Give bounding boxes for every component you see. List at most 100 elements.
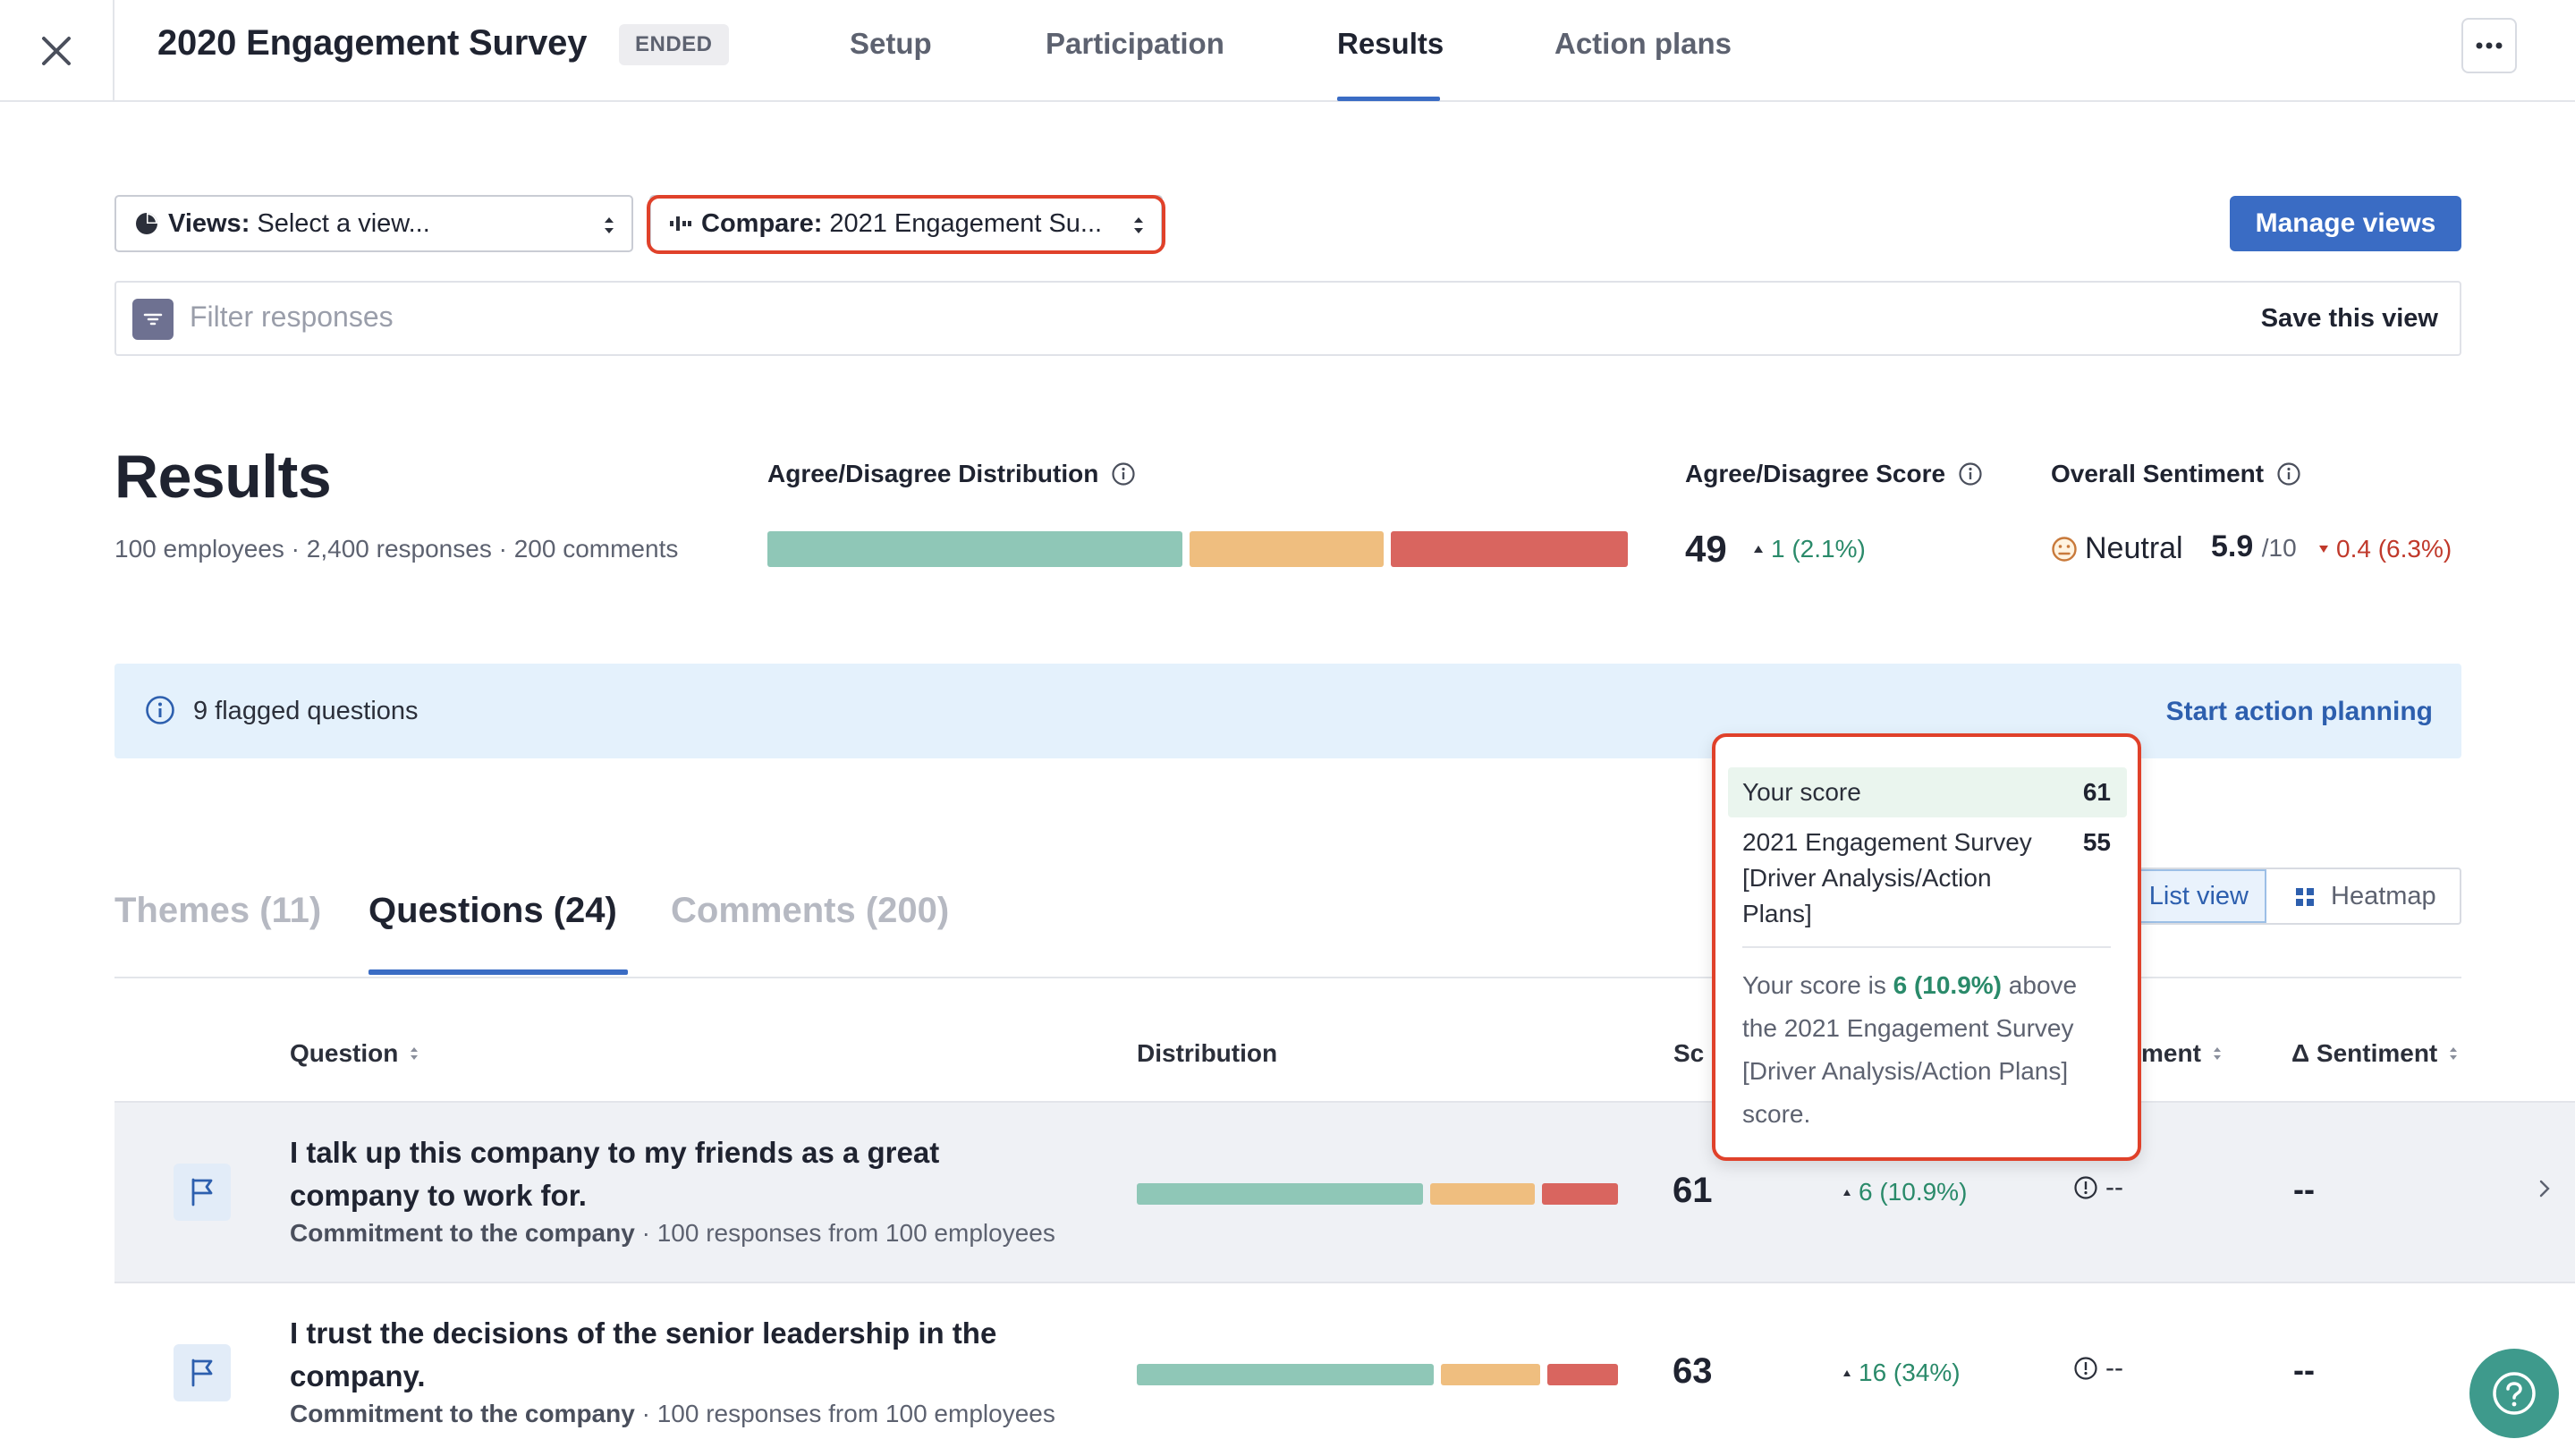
- tooltip-compare-label: 2021 Engagement Survey [Driver Analysis/…: [1742, 828, 2032, 927]
- subtab-questions[interactable]: Questions (24): [368, 891, 617, 930]
- save-view-button[interactable]: Save this view: [2260, 304, 2438, 333]
- filter-icon[interactable]: [132, 299, 174, 340]
- compare-value: 2021 Engagement Su...: [829, 208, 1103, 238]
- tooltip-desc-suffix: above the 2021 Engagement Survey [Driver…: [1742, 971, 2078, 1128]
- question-meta: Commitment to the company · 100 response…: [290, 1400, 1055, 1428]
- theme-name: Commitment to the company: [290, 1219, 635, 1247]
- tab-results[interactable]: Results: [1337, 27, 1444, 60]
- sentiment-score: 5.9 /10: [2211, 529, 2297, 564]
- row-sentiment: --: [2073, 1353, 2123, 1384]
- top-header: 2020 Engagement Survey ENDED Setup Parti…: [0, 0, 2575, 102]
- question-text: I trust the decisions of the senior lead…: [290, 1316, 997, 1393]
- distribution-segment-neutral: [1190, 531, 1385, 567]
- column-score-label: Sc: [1673, 1039, 1705, 1067]
- pie-chart-icon: [136, 213, 157, 234]
- list-view-button[interactable]: List view: [2138, 869, 2266, 923]
- heatmap-button[interactable]: Heatmap: [2295, 882, 2436, 911]
- distribution-label: Agree/Disagree Distribution: [767, 460, 1136, 488]
- views-select[interactable]: Views: Select a view...: [114, 195, 633, 252]
- info-icon[interactable]: [1958, 461, 1983, 487]
- flag-button[interactable]: [174, 1164, 231, 1221]
- info-icon[interactable]: [2276, 461, 2301, 487]
- sentiment-label: Overall Sentiment: [2051, 460, 2301, 488]
- tooltip-your-score-row: [1728, 767, 2127, 817]
- start-action-planning-link[interactable]: Start action planning: [2165, 697, 2433, 726]
- flag-button[interactable]: [174, 1344, 231, 1401]
- heatmap-label: Heatmap: [2331, 882, 2436, 910]
- tooltip-desc-prefix: Your score is: [1742, 971, 1893, 999]
- table-row[interactable]: I trust the decisions of the senior lead…: [114, 1283, 2575, 1456]
- grid-icon: [2296, 887, 2314, 906]
- row-delta: 6 (10.9%): [1842, 1178, 1967, 1206]
- tab-action-plans[interactable]: Action plans: [1554, 27, 1732, 60]
- more-icon: [2476, 42, 2503, 49]
- sort-icon: [2213, 1047, 2221, 1060]
- column-question-label: Question: [290, 1039, 399, 1067]
- column-score[interactable]: Sc: [1673, 1039, 1704, 1068]
- flagged-text: 9 flagged questions: [193, 697, 419, 725]
- subtab-divider: [114, 977, 2461, 978]
- triangle-down-icon: [2319, 546, 2328, 553]
- sentiment-delta: 0.4 (6.3%): [2318, 535, 2452, 563]
- theme-name: Commitment to the company: [290, 1400, 635, 1427]
- compare-label: Compare:: [701, 208, 823, 238]
- subtab-themes[interactable]: Themes (11): [114, 891, 322, 930]
- sentiment-scale: /10: [2261, 534, 2297, 562]
- row-score: 61: [1673, 1171, 1713, 1210]
- tab-setup[interactable]: Setup: [850, 27, 932, 60]
- distribution-segment-disagree: [1541, 1183, 1618, 1205]
- sentiment-value-text: Neutral: [2085, 531, 2183, 565]
- score-delta: 1 (2.1%): [1753, 535, 1866, 563]
- score-delta-text: 1 (2.1%): [1771, 535, 1866, 563]
- flag-icon: [191, 1178, 213, 1206]
- info-icon[interactable]: [1111, 461, 1136, 487]
- triangle-up-icon: [1843, 1189, 1851, 1196]
- subtab-comments[interactable]: Comments (200): [671, 891, 950, 930]
- column-delta-sentiment-label: Δ Sentiment: [2291, 1039, 2438, 1067]
- column-delta-sentiment[interactable]: Δ Sentiment: [2291, 1039, 2459, 1068]
- chevron-right-icon[interactable]: [2538, 1178, 2551, 1199]
- tab-participation[interactable]: Participation: [1046, 27, 1224, 60]
- row-delta-text: 6 (10.9%): [1859, 1178, 1968, 1206]
- column-question[interactable]: Question: [290, 1039, 419, 1068]
- agree-score: 49: [1685, 528, 1727, 570]
- results-title: Results: [114, 443, 332, 511]
- row-delta-text: 16 (34%): [1859, 1359, 1961, 1386]
- table-row[interactable]: I talk up this company to my friends as …: [114, 1103, 2575, 1283]
- tooltip-your-score: 61: [2082, 778, 2111, 806]
- row-sentiment-text: --: [2105, 1172, 2123, 1202]
- close-button[interactable]: [0, 0, 114, 102]
- column-sentiment[interactable]: ment: [2141, 1039, 2223, 1068]
- flag-icon: [191, 1359, 213, 1387]
- row-delta: 16 (34%): [1842, 1359, 1961, 1387]
- distribution-segment-disagree: [1391, 531, 1628, 567]
- filter-bar[interactable]: Filter responses Save this view: [114, 281, 2461, 356]
- tooltip-compare-score: 55: [2082, 828, 2111, 856]
- distribution-segment-neutral: [1429, 1183, 1535, 1205]
- more-options-button[interactable]: [2461, 18, 2517, 73]
- sort-icon: [2450, 1047, 2458, 1060]
- response-count: · 100 responses from 100 employees: [634, 1219, 1055, 1247]
- row-delta-sentiment: --: [2293, 1171, 2315, 1207]
- filter-input[interactable]: Filter responses: [190, 301, 394, 333]
- views-value: Select a view...: [257, 208, 430, 238]
- compare-highlight-outline: [647, 195, 1165, 254]
- distribution-segment-agree: [1137, 1364, 1435, 1385]
- score-tooltip: Your score 61 2021 Engagement Survey [Dr…: [1712, 733, 2141, 1161]
- active-subtab-indicator: [368, 969, 628, 975]
- row-sentiment: --: [2073, 1172, 2123, 1203]
- response-count: · 100 responses from 100 employees: [634, 1400, 1055, 1427]
- help-button[interactable]: [2469, 1349, 2559, 1438]
- alert-circle-icon: [2074, 1357, 2097, 1380]
- column-distribution: Distribution: [1137, 1039, 1277, 1068]
- active-tab-indicator: [1337, 97, 1440, 101]
- score-label: Agree/Disagree Score: [1685, 460, 1983, 488]
- sort-icon: [411, 1047, 419, 1060]
- manage-views-button[interactable]: Manage views: [2230, 196, 2461, 251]
- tooltip-desc-highlight: 6 (10.9%): [1893, 971, 2003, 999]
- tooltip-your-score-label: Your score: [1742, 778, 1861, 806]
- neutral-face-icon: [2052, 536, 2077, 562]
- sentiment-score-value: 5.9: [2211, 529, 2254, 563]
- view-toggle: List view Heatmap: [2136, 868, 2461, 925]
- sentiment-value: Neutral: [2051, 531, 2183, 566]
